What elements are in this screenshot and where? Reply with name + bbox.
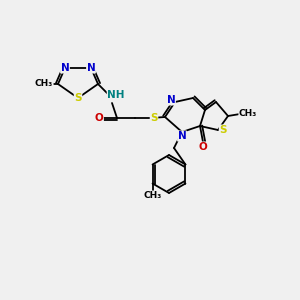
Text: CH₃: CH₃ (143, 191, 162, 200)
Text: CH₃: CH₃ (35, 80, 53, 88)
Text: N: N (178, 131, 186, 141)
Text: O: O (94, 113, 103, 123)
Text: O: O (199, 142, 207, 152)
Text: S: S (74, 93, 82, 103)
Text: S: S (219, 125, 227, 135)
Text: N: N (87, 63, 95, 73)
Text: S: S (150, 113, 158, 123)
Text: N: N (61, 63, 69, 73)
Text: CH₃: CH₃ (239, 110, 257, 118)
Text: NH: NH (107, 90, 125, 100)
Text: N: N (167, 95, 176, 105)
